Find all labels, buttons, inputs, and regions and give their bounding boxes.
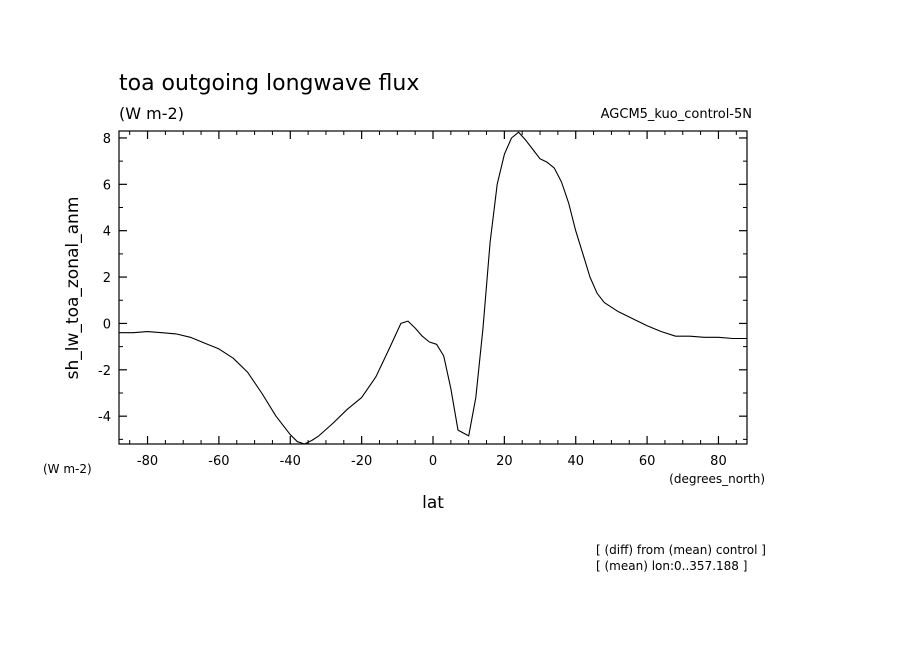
y-tick-label: 2: [103, 271, 111, 286]
x-tick-label: 0: [429, 454, 437, 469]
y-tick-label: 6: [103, 178, 111, 193]
x-tick-label: 40: [567, 454, 584, 469]
y-tick-label: 8: [103, 132, 111, 147]
y-tick-label: -4: [98, 410, 111, 425]
x-tick-label: -20: [351, 454, 372, 469]
x-tick-label: -60: [208, 454, 229, 469]
note-mean: [ (mean) lon:0..357.188 ]: [596, 559, 747, 573]
y-tick-label: 0: [103, 317, 111, 332]
y-units-label: (W m-2): [43, 462, 92, 476]
x-tick-label: 60: [639, 454, 656, 469]
y-axis-label: sh_lw_toa_zonal_anm: [63, 197, 83, 380]
series-line: [119, 131, 747, 445]
run-label: AGCM5_kuo_control-5N: [601, 107, 752, 122]
chart-title: toa outgoing longwave flux: [119, 71, 419, 96]
x-tick-label: -80: [137, 454, 158, 469]
x-tick-label: -40: [280, 454, 301, 469]
y-tick-label: 4: [103, 225, 111, 240]
x-tick-label: 20: [496, 454, 513, 469]
x-tick-label: 80: [710, 454, 727, 469]
x-axis: -80 -60 -40 -20 0 20 40 60 80: [129, 131, 737, 469]
series-group: [119, 131, 747, 445]
x-units-label: (degrees_north): [669, 472, 765, 486]
chart-subtitle: (W m-2): [119, 104, 184, 123]
x-axis-label: lat: [422, 493, 444, 513]
y-axis: -4 -2 0 2 4 6 8: [98, 132, 747, 440]
note-diff: [ (diff) from (mean) control ]: [596, 543, 766, 557]
y-tick-label: -2: [98, 364, 111, 379]
plot-frame: [118, 130, 748, 445]
